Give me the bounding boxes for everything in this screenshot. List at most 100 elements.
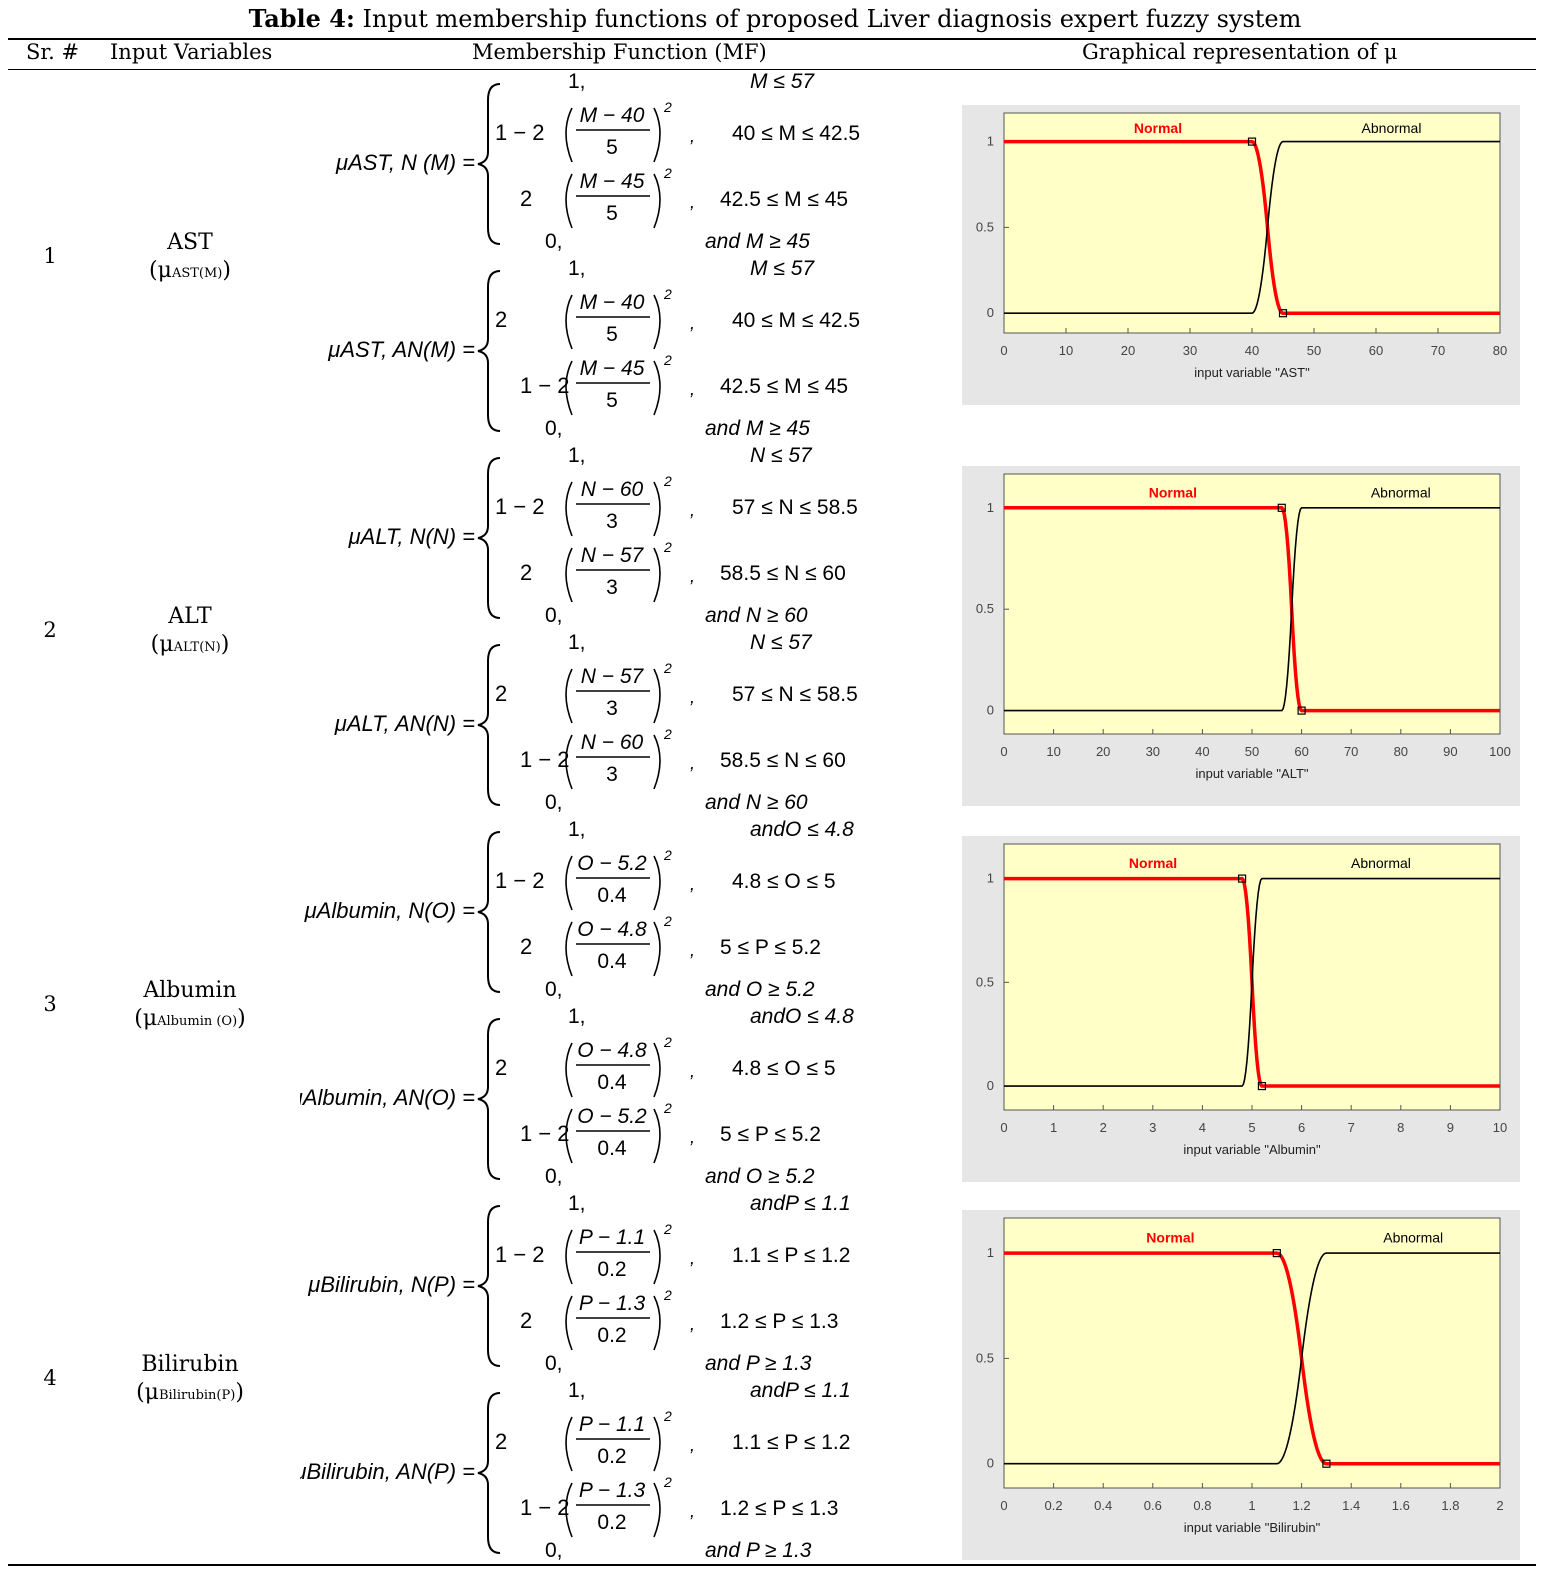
series-label-abnormal: Abnormal bbox=[1362, 120, 1422, 136]
equation-lhs: μALT, AN(N) = bbox=[334, 711, 475, 736]
paren-open bbox=[565, 921, 573, 977]
case-2-numerator: P − 1.1 bbox=[579, 1413, 645, 1436]
case-2-condition: 40 ≤ M ≤ 42.5 bbox=[732, 309, 860, 332]
x-tick-label: 40 bbox=[1245, 343, 1259, 358]
case-3-coefficient: 2 bbox=[520, 1308, 532, 1333]
case-3-denominator: 0.2 bbox=[597, 1324, 626, 1347]
x-tick-label: 1.8 bbox=[1441, 1498, 1459, 1513]
paren-open bbox=[565, 668, 573, 724]
case-2-coefficient: 1 − 2 bbox=[495, 868, 545, 893]
exponent-2: 2 bbox=[663, 99, 672, 115]
case-2-condition: 4.8 ≤ O ≤ 5 bbox=[732, 870, 836, 893]
case-4-value: 0, bbox=[545, 230, 563, 253]
case-2-numerator: M − 40 bbox=[580, 291, 645, 314]
x-tick-label: 10 bbox=[1059, 343, 1073, 358]
membership-equation-4-abnormal: μBilirubin, AN(P) = 1, andP ≤ 1.1 2 P − 1.1 0… bbox=[293, 1379, 940, 1568]
row-3-variable-name: Albumin bbox=[143, 978, 237, 1003]
y-tick-label: 1 bbox=[987, 1245, 994, 1260]
comma: , bbox=[690, 192, 695, 212]
case-3-denominator: 3 bbox=[606, 576, 618, 599]
x-tick-label: 30 bbox=[1183, 343, 1197, 358]
case-1-value: 1, bbox=[568, 1005, 586, 1028]
case-2-condition: 1.1 ≤ P ≤ 1.2 bbox=[732, 1431, 850, 1454]
case-2-denominator: 3 bbox=[606, 510, 618, 533]
x-tick-label: 50 bbox=[1245, 744, 1259, 759]
case-4-value: 0, bbox=[545, 1352, 563, 1375]
paren-open bbox=[565, 1482, 573, 1538]
paren-close bbox=[653, 921, 661, 977]
case-1-value: 1, bbox=[568, 1379, 586, 1402]
case-2-coefficient: 2 bbox=[495, 681, 507, 706]
x-tick-label: 6 bbox=[1298, 1120, 1305, 1135]
case-3-coefficient: 1 − 2 bbox=[520, 373, 570, 398]
comma: , bbox=[690, 379, 695, 399]
header-graphical-representation: Graphical representation of μ bbox=[1082, 40, 1398, 64]
x-tick-label: 0 bbox=[1000, 343, 1007, 358]
x-tick-label: 0.6 bbox=[1144, 1498, 1162, 1513]
case-4-condition: and M ≥ 45 bbox=[705, 230, 810, 253]
paren-close bbox=[653, 294, 661, 350]
case-3-condition: 58.5 ≤ N ≤ 60 bbox=[720, 749, 846, 772]
y-tick-label: 0.5 bbox=[976, 601, 994, 616]
left-brace bbox=[477, 270, 501, 432]
series-marker bbox=[1277, 503, 1286, 512]
paren-open bbox=[565, 855, 573, 911]
bottom-rule bbox=[8, 1564, 1536, 1566]
paren-open bbox=[565, 734, 573, 790]
case-2-condition: 57 ≤ N ≤ 58.5 bbox=[732, 496, 858, 519]
case-3-denominator: 5 bbox=[606, 389, 618, 412]
x-tick-label: 1.4 bbox=[1342, 1498, 1360, 1513]
case-3-coefficient: 2 bbox=[520, 186, 532, 211]
membership-equation-4-normal: μBilirubin, N(P) = 1, andP ≤ 1.1 1 − 2 P − 1… bbox=[300, 1192, 940, 1381]
row-2-variable: ALT (μALT(N)) bbox=[100, 602, 280, 657]
case-1-condition: M ≤ 57 bbox=[750, 70, 815, 93]
series-label-normal: Normal bbox=[1134, 120, 1182, 136]
case-2-coefficient: 2 bbox=[495, 1429, 507, 1454]
case-3-numerator: N − 60 bbox=[581, 731, 644, 754]
membership-plot-1: 0 0.5 1 0 10 20 30 40 50 60 70 80 input variable "AS… bbox=[962, 105, 1520, 409]
y-tick-label: 1 bbox=[987, 500, 994, 515]
row-4-variable-name: Bilirubin bbox=[141, 1352, 239, 1377]
case-1-value: 1, bbox=[568, 631, 586, 654]
plot-area bbox=[1003, 473, 1501, 735]
series-label-normal: Normal bbox=[1146, 1229, 1194, 1245]
y-tick-label: 0 bbox=[987, 1456, 994, 1471]
case-3-numerator: M − 45 bbox=[580, 170, 645, 193]
case-3-condition: 5 ≤ P ≤ 5.2 bbox=[720, 936, 821, 959]
case-3-denominator: 5 bbox=[606, 202, 618, 225]
series-marker bbox=[1247, 137, 1257, 146]
exponent-2: 2 bbox=[663, 1100, 672, 1116]
paren-close bbox=[653, 1229, 661, 1285]
plot-area bbox=[1003, 1217, 1501, 1489]
case-4-value: 0, bbox=[545, 1539, 563, 1562]
row-2-sr: 2 bbox=[43, 618, 57, 642]
x-tick-label: 8 bbox=[1397, 1120, 1404, 1135]
paren-open bbox=[565, 547, 573, 603]
case-4-condition: and M ≥ 45 bbox=[705, 417, 810, 440]
case-3-denominator: 0.4 bbox=[597, 1137, 627, 1160]
equation-lhs: μALT, N(N) = bbox=[348, 524, 476, 549]
case-1-value: 1, bbox=[568, 818, 586, 841]
case-4-value: 0, bbox=[545, 1165, 563, 1188]
comma: , bbox=[690, 753, 695, 773]
equation-lhs: μBilirubin, AN(P) = bbox=[300, 1459, 475, 1484]
comma: , bbox=[690, 500, 695, 520]
y-tick-label: 0.5 bbox=[976, 974, 994, 989]
comma: , bbox=[690, 566, 695, 586]
membership-plot-3: 0 0.5 1 0 1 2 3 4 5 6 7 8 9 10 input variable "Albumin… bbox=[962, 836, 1520, 1186]
membership-equation-3-normal: μAlbumin, N(O) = 1, andO ≤ 4.8 1 − 2 O − 5.2… bbox=[300, 818, 940, 1007]
caption-label: Table 4: bbox=[248, 4, 355, 33]
left-brace bbox=[477, 1018, 501, 1180]
comma: , bbox=[690, 940, 695, 960]
series-marker bbox=[1278, 309, 1288, 318]
x-tick-label: 7 bbox=[1348, 1120, 1355, 1135]
x-tick-label: 2 bbox=[1100, 1120, 1107, 1135]
exponent-2: 2 bbox=[663, 1474, 672, 1490]
paren-open bbox=[565, 481, 573, 537]
paren-close bbox=[653, 1482, 661, 1538]
row-1-variable-name: AST bbox=[167, 230, 213, 255]
x-tick-label: 1.2 bbox=[1293, 1498, 1311, 1513]
series-line-normal bbox=[1004, 1251, 1500, 1466]
x-tick-label: 30 bbox=[1146, 744, 1160, 759]
series-line-normal bbox=[1004, 506, 1500, 713]
